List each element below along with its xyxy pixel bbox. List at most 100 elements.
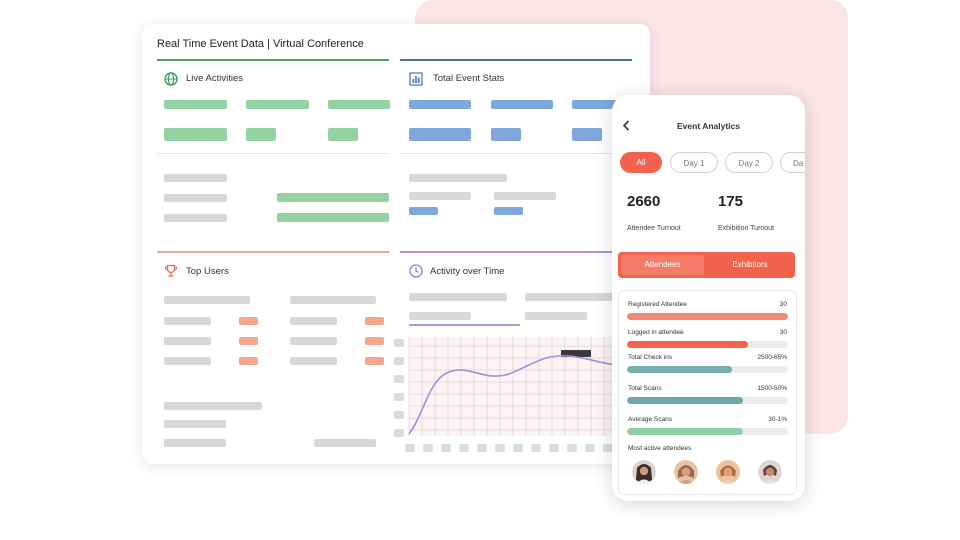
placeholder-bar — [365, 337, 384, 345]
metric-fill — [627, 313, 788, 320]
metric-value: 30 — [779, 301, 787, 308]
activity-accent — [400, 251, 632, 253]
placeholder-bar — [409, 293, 507, 301]
placeholder-bar — [328, 128, 358, 141]
metric-track — [627, 366, 788, 373]
filter-day-2[interactable]: Day 2 — [725, 152, 773, 173]
placeholder-bar — [365, 317, 384, 325]
dashboard-title: Real Time Event Data | Virtual Conferenc… — [157, 38, 364, 50]
placeholder-bar — [246, 100, 309, 109]
metric-label: Registered Attendee — [628, 301, 687, 308]
placeholder-bar — [164, 357, 211, 365]
metric-label: Logged in attendee — [628, 329, 684, 336]
chevron-left-icon[interactable] — [622, 120, 631, 131]
trophy-icon — [164, 264, 178, 277]
globe-icon — [164, 72, 178, 86]
metric-label: Average Scans — [628, 416, 672, 423]
exhibitors-tab[interactable]: Exhibitors — [732, 260, 768, 269]
exhibition-turnout-value: 175 — [718, 193, 744, 210]
activity-title: Activity over Time — [430, 266, 505, 277]
placeholder-bar — [277, 193, 389, 202]
divider — [157, 153, 389, 154]
placeholder-bar — [409, 192, 471, 200]
metric-value: 1500-50% — [757, 385, 787, 392]
placeholder-bar — [164, 194, 227, 202]
placeholder-bar — [328, 100, 390, 109]
filter-day-1[interactable]: Day 1 — [670, 152, 718, 173]
bar-chart-icon — [409, 72, 423, 86]
metric-value: 30 — [779, 329, 787, 336]
metric-track — [627, 313, 788, 320]
metric-track — [627, 341, 788, 348]
placeholder-bar — [164, 296, 250, 304]
placeholder-bar — [290, 296, 376, 304]
placeholder-bar — [277, 213, 389, 222]
placeholder-bar — [164, 128, 227, 141]
avatar[interactable] — [758, 460, 782, 484]
placeholder-bar — [525, 312, 587, 320]
attendees-tab[interactable]: Attendees — [621, 255, 704, 275]
placeholder-bar — [494, 207, 523, 215]
phone-title: Event Analytics — [677, 121, 740, 131]
placeholder-bar — [164, 420, 226, 428]
placeholder-bar — [164, 337, 211, 345]
placeholder-bar — [409, 312, 471, 320]
placeholder-bar — [239, 357, 258, 365]
placeholder-bar — [164, 439, 226, 447]
metric-track — [627, 428, 788, 435]
exhibition-turnout-label: Exhibition Turnout — [718, 225, 775, 232]
metric-label: Total Scans — [628, 385, 662, 392]
placeholder-bar — [290, 337, 337, 345]
top-users-title: Top Users — [186, 266, 229, 277]
avatar[interactable] — [716, 460, 740, 484]
metric-label: Total Check ins — [628, 354, 673, 361]
metric-fill — [627, 366, 732, 373]
divider — [400, 153, 632, 154]
metric-fill — [627, 428, 743, 435]
filter-day-3[interactable]: Da — [780, 152, 805, 173]
placeholder-bar — [494, 192, 556, 200]
avatar[interactable] — [674, 460, 698, 484]
placeholder-bar — [164, 402, 262, 410]
top-users-accent — [157, 251, 389, 253]
metrics-card: Registered Attendee 30 Logged in attende… — [618, 290, 797, 495]
placeholder-bar — [491, 100, 553, 109]
clock-icon — [409, 264, 423, 278]
attendee-turnout-value: 2660 — [627, 193, 661, 210]
metric-fill — [627, 341, 748, 348]
avatar[interactable] — [632, 460, 656, 484]
metric-value: 2500-65% — [757, 354, 787, 361]
filter-all[interactable]: All — [620, 152, 662, 173]
event-stats-accent — [400, 59, 632, 61]
placeholder-bar — [239, 337, 258, 345]
placeholder-bar — [572, 128, 602, 141]
placeholder-bar — [409, 174, 507, 182]
placeholder-bar — [525, 293, 632, 301]
placeholder-bar — [164, 214, 227, 222]
placeholder-bar — [164, 174, 227, 182]
placeholder-bar — [314, 439, 376, 447]
metric-fill — [627, 397, 743, 404]
placeholder-bar — [572, 100, 632, 109]
placeholder-bar — [164, 317, 211, 325]
activity-chart — [394, 337, 650, 452]
metric-value: 30-1% — [768, 416, 787, 423]
placeholder-bar — [290, 357, 337, 365]
segment-toggle: Attendees Exhibitors — [618, 252, 795, 278]
metric-track — [627, 397, 788, 404]
placeholder-bar — [409, 207, 438, 215]
dashboard-card: Real Time Event Data | Virtual Conferenc… — [142, 24, 650, 464]
most-active-label: Most active attendees — [628, 445, 692, 452]
event-stats-title: Total Event Stats — [433, 73, 505, 84]
placeholder-bar — [164, 100, 227, 109]
placeholder-bar — [365, 357, 384, 365]
placeholder-bar — [290, 317, 337, 325]
placeholder-bar — [409, 128, 471, 141]
live-activities-title: Live Activities — [186, 73, 244, 84]
phone-frame: Event Analytics All Day 1 Day 2 Da 2660 … — [612, 95, 805, 501]
placeholder-bar — [491, 128, 521, 141]
live-activities-accent — [157, 59, 389, 61]
placeholder-bar — [239, 317, 258, 325]
attendee-turnout-label: Attendee Turnout — [627, 225, 681, 232]
placeholder-bar — [246, 128, 276, 141]
